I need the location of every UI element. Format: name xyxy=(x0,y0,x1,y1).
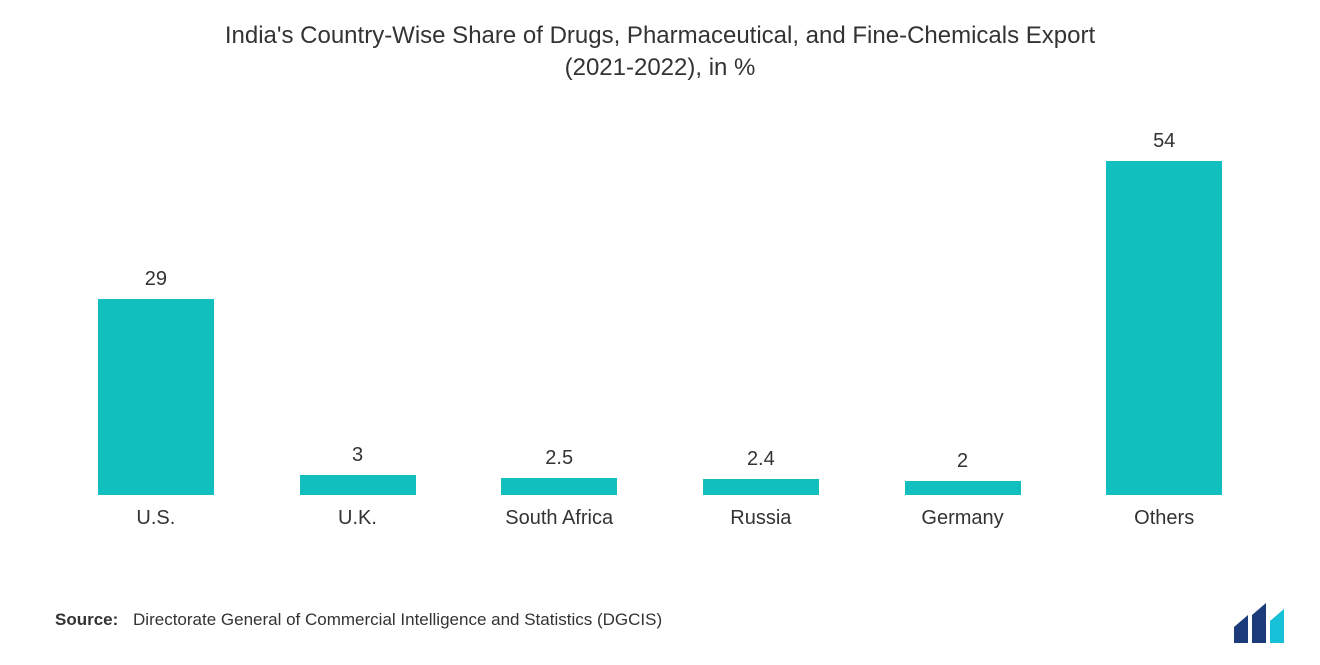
bar-rect xyxy=(98,299,214,495)
bar-rect xyxy=(1106,161,1222,495)
x-axis-label: U.S. xyxy=(55,507,257,530)
bar-slot: 29 xyxy=(55,130,257,495)
bar-value-label: 29 xyxy=(145,268,167,291)
x-axis-label: Others xyxy=(1063,507,1265,530)
bar-slot: 2.5 xyxy=(458,130,660,495)
bar-slot: 3 xyxy=(257,130,459,495)
source-label: Source: xyxy=(55,610,118,629)
brand-logo xyxy=(1234,603,1290,643)
plot-area: 29 3 2.5 2.4 2 54 xyxy=(55,130,1265,495)
chart-title-block: India's Country-Wise Share of Drugs, Pha… xyxy=(0,0,1320,85)
bar-value-label: 54 xyxy=(1153,130,1175,153)
source-text: Directorate General of Commercial Intell… xyxy=(133,610,662,629)
brand-logo-icon xyxy=(1234,603,1290,643)
bar-value-label: 2 xyxy=(957,450,968,473)
x-axis-labels: U.S.U.K.South AfricaRussiaGermanyOthers xyxy=(55,507,1265,530)
bar-slot: 2 xyxy=(862,130,1064,495)
chart-title-line2: (2021-2022), in % xyxy=(0,52,1320,84)
x-axis-label: Russia xyxy=(660,507,862,530)
bar-rect xyxy=(905,481,1021,495)
bar-value-label: 3 xyxy=(352,444,363,467)
bar-value-label: 2.4 xyxy=(747,448,775,471)
bar-value-label: 2.5 xyxy=(545,447,573,470)
chart-container: India's Country-Wise Share of Drugs, Pha… xyxy=(0,0,1320,665)
bar-slot: 54 xyxy=(1063,130,1265,495)
bar-rect xyxy=(703,479,819,495)
bar-slot: 2.4 xyxy=(660,130,862,495)
x-axis-label: Germany xyxy=(862,507,1064,530)
chart-title-line1: India's Country-Wise Share of Drugs, Pha… xyxy=(0,20,1320,52)
bar-rect xyxy=(300,475,416,495)
x-axis-label: U.K. xyxy=(257,507,459,530)
source-line: Source: Directorate General of Commercia… xyxy=(55,610,662,630)
x-axis-label: South Africa xyxy=(458,507,660,530)
bar-rect xyxy=(501,478,617,495)
bars-row: 29 3 2.5 2.4 2 54 xyxy=(55,130,1265,495)
